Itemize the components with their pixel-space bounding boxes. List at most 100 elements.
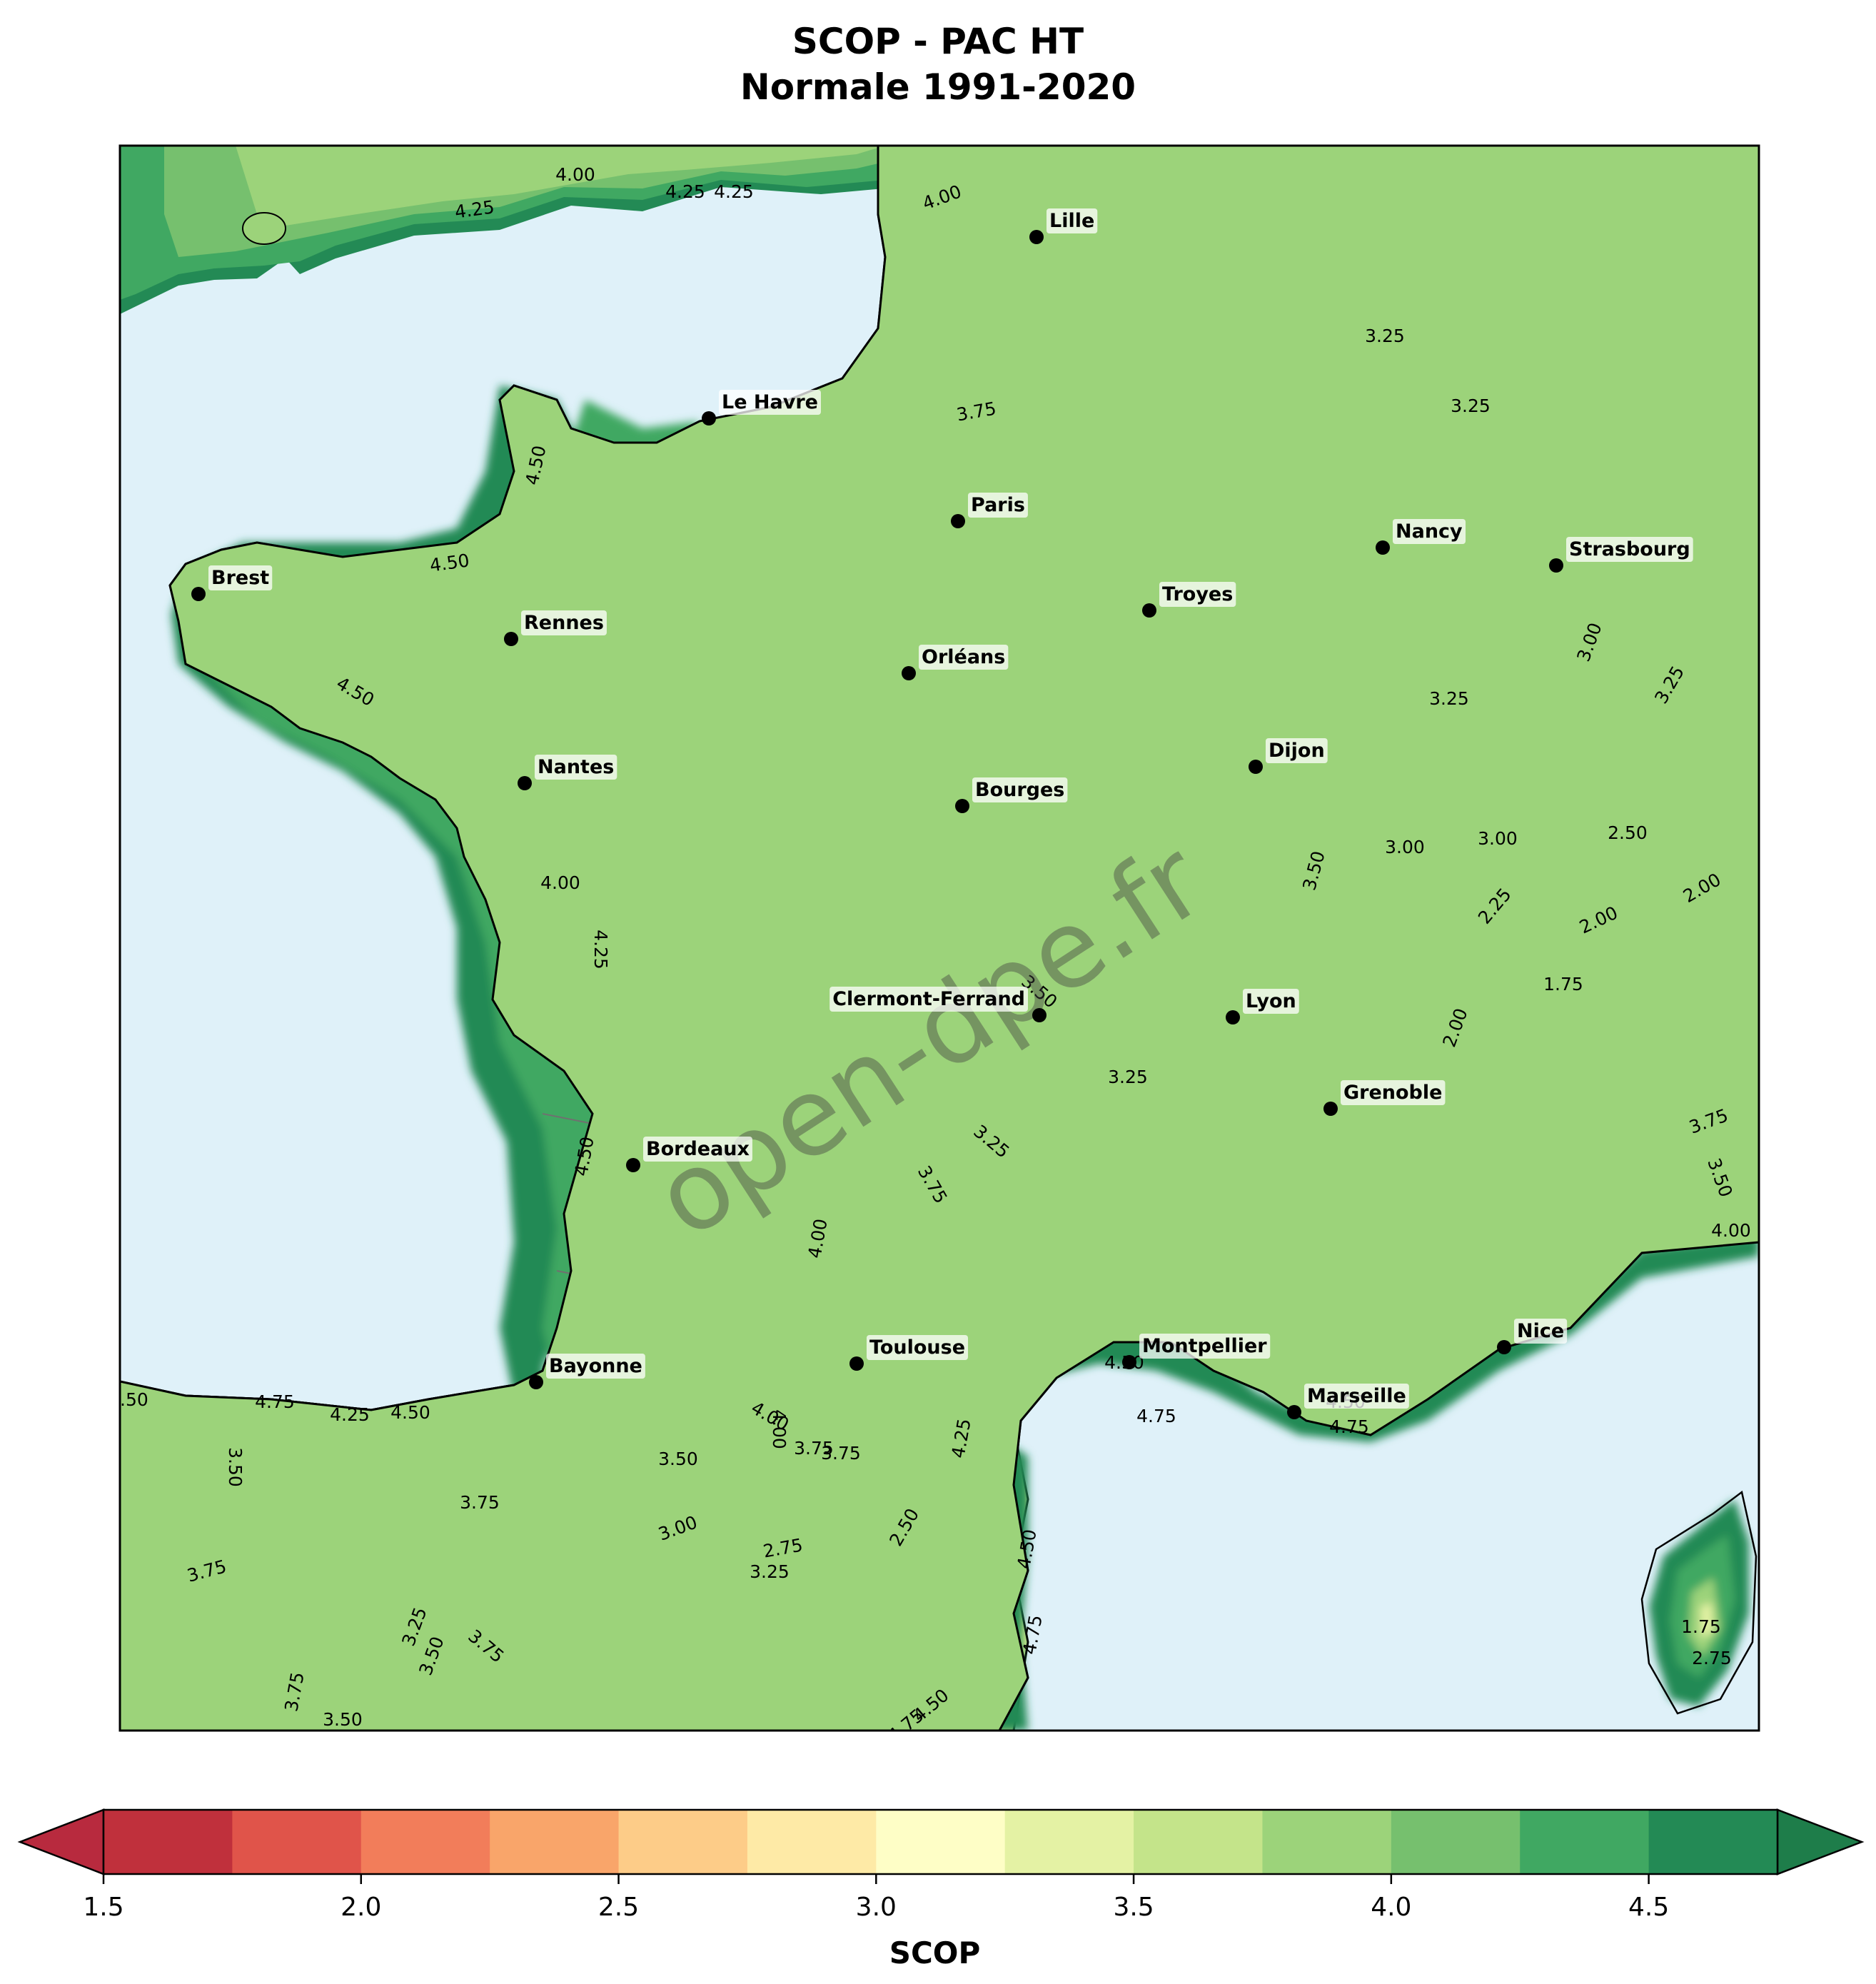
city-dot [1287, 1405, 1301, 1419]
city-dot [849, 1356, 864, 1371]
city-dot [702, 411, 716, 425]
contour-label: 3.00 [1385, 837, 1425, 857]
city-strasbourg: Strasbourg [1549, 537, 1693, 573]
contour-label: 3.75 [794, 1438, 834, 1459]
map-frame [118, 144, 1760, 1732]
map-title: SCOP - PAC HT [792, 21, 1084, 62]
city-label-background [1266, 738, 1328, 763]
city-markers: Lille Le Havre Paris Nancy Strasbourg Brest Tr… [191, 208, 1693, 1419]
city-le-havre: Le Havre [702, 390, 821, 425]
city-label: Bourges [975, 779, 1064, 801]
city-label-background [208, 565, 273, 590]
colorbar-bin [618, 1810, 748, 1874]
colorbar-under-arrow [17, 1808, 105, 1875]
city-label-background [919, 645, 1009, 670]
contour-label: 4.00 [555, 164, 595, 185]
city-dot [191, 587, 206, 601]
city-label: Paris [971, 494, 1025, 516]
city-bordeaux: Bordeaux [626, 1137, 752, 1172]
city-label: Nancy [1396, 520, 1463, 543]
city-label-background [1514, 1319, 1568, 1344]
city-label-background [972, 777, 1068, 802]
colorbar-tick-label: 2.5 [598, 1893, 639, 1922]
city-orl-ans: Orléans [902, 645, 1009, 680]
city-label: Toulouse [869, 1336, 965, 1359]
contour-label: 4.25 [590, 930, 611, 970]
city-label: Le Havre [722, 391, 818, 413]
city-dot [1226, 1010, 1240, 1024]
contour-label: 4.75 [1136, 1406, 1176, 1426]
city-label: Marseille [1307, 1385, 1406, 1407]
map-area: 4.004.254.25 4.25 4.003.253.253.754.504.50… [109, 146, 1759, 1731]
contour-label: 4.00 [540, 872, 580, 893]
contour-label: 4.25 [330, 1404, 370, 1425]
contour-label: 1.75 [1543, 974, 1583, 994]
colorbar-tick-label: 3.0 [856, 1893, 897, 1922]
colorbar-tick-label: 4.0 [1371, 1893, 1411, 1922]
city-label: Dijon [1269, 740, 1325, 762]
contour-label: 4.00 [769, 1409, 790, 1449]
city-rennes: Rennes [504, 610, 607, 646]
city-label-background [829, 987, 1028, 1012]
city-troyes: Troyes [1142, 582, 1236, 618]
city-label-background [968, 493, 1028, 518]
contour-label: 3.50 [323, 1709, 363, 1730]
city-label: Strasbourg [1569, 538, 1690, 560]
contour-label: 4.25 [665, 181, 705, 202]
city-clermont-ferrand: Clermont-Ferrand [829, 987, 1047, 1022]
colorbar-bin [747, 1810, 877, 1874]
colorbar-over-arrow [1776, 1808, 1865, 1875]
city-label-background [1047, 208, 1098, 233]
city-bayonne: Bayonne [529, 1354, 645, 1389]
city-label: Rennes [524, 612, 604, 634]
city-nice: Nice [1497, 1319, 1568, 1354]
city-label: Bayonne [549, 1355, 642, 1377]
city-label: Grenoble [1343, 1082, 1442, 1104]
city-dot [1142, 603, 1156, 618]
corsica-outline [1640, 1490, 1758, 1715]
colorbar-bin [1262, 1810, 1392, 1874]
city-label-background [867, 1335, 969, 1360]
city-dijon: Dijon [1249, 738, 1328, 774]
city-brest: Brest [191, 565, 273, 601]
colorbar-bin [490, 1810, 620, 1874]
city-label-background [1243, 989, 1299, 1014]
colorbar-bin [876, 1810, 1006, 1874]
city-label-background [1159, 582, 1236, 607]
city-dot [1029, 230, 1044, 244]
contour-label: 3.25 [750, 1561, 790, 1582]
contour-label: 3.25 [1451, 396, 1491, 416]
colorbar-bin [1648, 1810, 1778, 1874]
england-land [120, 146, 971, 314]
city-label-background [1139, 1334, 1271, 1359]
city-nantes: Nantes [518, 755, 617, 790]
contour-label: 3.50 [109, 1389, 148, 1410]
city-label-background [1304, 1384, 1409, 1409]
colorbar-bin [1520, 1810, 1650, 1874]
city-dot [504, 632, 518, 646]
contour-label: 2.75 [1692, 1648, 1732, 1668]
contour-label: 2.50 [1608, 822, 1648, 843]
city-label: Lille [1049, 210, 1094, 232]
city-montpellier: Montpellier [1122, 1334, 1271, 1369]
city-dot [1323, 1102, 1338, 1116]
colorbar-tick-label: 3.5 [1113, 1893, 1154, 1922]
city-label-background [1341, 1080, 1446, 1105]
colorbar-label: SCOP [889, 1935, 981, 1970]
city-dot [518, 776, 532, 790]
colorbar-bin [1391, 1810, 1521, 1874]
city-label: Troyes [1162, 583, 1233, 605]
contour-label: 3.25 [1365, 326, 1405, 346]
city-nancy: Nancy [1376, 519, 1466, 555]
city-dot [951, 514, 965, 528]
city-dot [955, 799, 969, 813]
colorbar-tick-label: 2.0 [341, 1893, 381, 1922]
city-label: Nantes [538, 756, 614, 778]
contour-label: 3.25 [1108, 1067, 1148, 1087]
city-label: Lyon [1246, 990, 1296, 1012]
city-label-background [521, 610, 607, 635]
map-subtitle: Normale 1991-2020 [740, 66, 1136, 108]
contour-label: 1.75 [1681, 1616, 1721, 1637]
city-label: Bordeaux [646, 1138, 750, 1160]
